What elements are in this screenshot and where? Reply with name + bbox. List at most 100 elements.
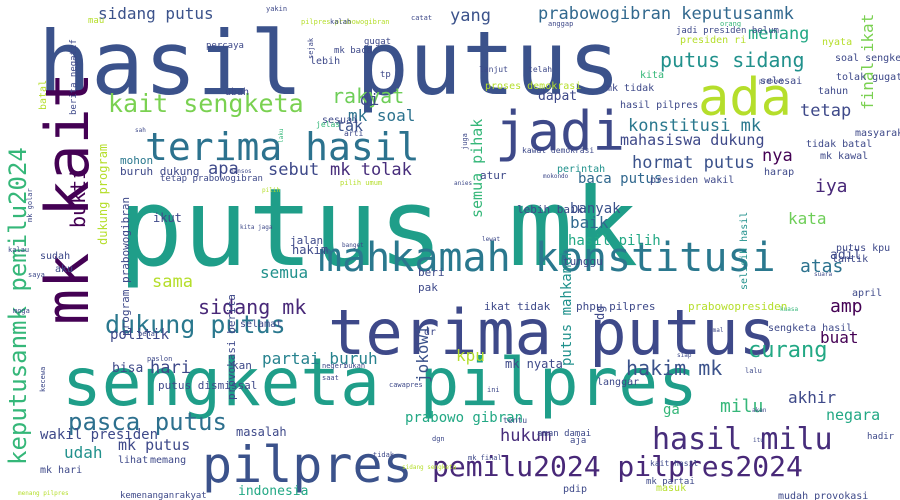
cloud-word: tahun bbox=[818, 86, 849, 97]
cloud-word: pilpres bbox=[202, 436, 413, 494]
cloud-word: politik bbox=[110, 327, 170, 343]
cloud-word: hakim bbox=[292, 243, 329, 257]
cloud-word: program prabowogibran bbox=[119, 196, 132, 336]
cloud-word: kawal demokrasi bbox=[522, 146, 595, 155]
cloud-word: dukung program bbox=[96, 143, 110, 245]
cloud-word: mk baca bbox=[334, 46, 372, 56]
cloud-word: curang bbox=[748, 338, 828, 363]
cloud-word: sama bbox=[152, 272, 193, 292]
cloud-word: presiden ri bbox=[680, 35, 747, 46]
cloud-word: sejak bbox=[307, 37, 315, 59]
cloud-word: tolak gugat bbox=[836, 72, 900, 83]
cloud-word: lantik bbox=[832, 254, 869, 265]
cloud-word: orang bbox=[720, 20, 742, 28]
cloud-word: hasil putus bbox=[38, 12, 621, 115]
cloud-word: pasca putus bbox=[68, 408, 227, 436]
cloud-word: putus mk bbox=[118, 166, 639, 291]
cloud-word: mk final bbox=[468, 454, 502, 462]
cloud-word: kpu bbox=[456, 346, 485, 365]
cloud-word: pilih bbox=[262, 187, 281, 194]
cloud-word: kita jaga bbox=[240, 224, 273, 231]
cloud-word: selamat bbox=[240, 319, 283, 330]
cloud-word: negara bbox=[826, 406, 881, 424]
cloud-word: saya bbox=[28, 271, 45, 279]
cloud-word: atas bbox=[800, 256, 844, 277]
cloud-word: ikat tidak bbox=[484, 300, 551, 313]
cloud-word: telah bbox=[528, 65, 553, 74]
cloud-word: percaya bbox=[206, 41, 244, 51]
cloud-word: batal bbox=[38, 79, 49, 110]
cloud-word: juga bbox=[461, 133, 469, 150]
cloud-word: langgar bbox=[597, 377, 640, 388]
cloud-word: lalu bbox=[745, 367, 762, 375]
cloud-word: dgn bbox=[432, 435, 445, 443]
cloud-word: pak bbox=[418, 281, 438, 294]
cloud-word: hari bbox=[150, 358, 191, 378]
cloud-word: amal bbox=[709, 327, 724, 334]
cloud-word: akhir bbox=[788, 388, 837, 407]
cloud-word: tetap bbox=[800, 101, 852, 121]
cloud-word: putus sidang bbox=[660, 48, 805, 72]
cloud-word: soal sengketa bbox=[835, 53, 900, 64]
cloud-word: kait sengketa bbox=[108, 89, 304, 118]
cloud-word: bukan bbox=[344, 362, 366, 370]
cloud-word: ada bbox=[698, 68, 792, 128]
cloud-word: dg bbox=[593, 305, 607, 320]
cloud-word: rakyat bbox=[332, 84, 405, 108]
cloud-word: sengketa hasil bbox=[768, 323, 853, 334]
cloud-word: mk hari bbox=[40, 465, 83, 476]
cloud-word: cawapres bbox=[389, 381, 423, 389]
cloud-word: prabowo gibran bbox=[405, 410, 524, 426]
cloud-word: negeri bbox=[322, 362, 348, 370]
cloud-word: sidang putus bbox=[98, 4, 214, 23]
cloud-word: udah bbox=[64, 443, 103, 462]
cloud-word: nyata bbox=[822, 37, 853, 48]
cloud-word: pilih umum bbox=[340, 179, 383, 187]
cloud-word: banget bbox=[342, 242, 364, 249]
cloud-word: anies bbox=[454, 180, 473, 187]
cloud-word: phpu pilpres bbox=[576, 300, 656, 313]
cloud-word: kan bbox=[232, 359, 252, 372]
cloud-word: atur bbox=[480, 169, 507, 182]
cloud-word: kuasa bbox=[780, 306, 799, 313]
cloud-word: arti bbox=[344, 129, 364, 138]
cloud-word: mudah provokasi bbox=[778, 491, 869, 500]
cloud-word: masalah bbox=[236, 425, 287, 439]
cloud-word: mk nyata bbox=[505, 357, 563, 371]
cloud-word: nya bbox=[762, 146, 793, 166]
cloud-word: moga bbox=[13, 307, 30, 315]
cloud-word: terima putus bbox=[328, 296, 776, 369]
cloud-word: sudah bbox=[40, 251, 71, 262]
cloud-word: ubah bbox=[225, 87, 250, 98]
cloud-word: kata bbox=[788, 209, 827, 228]
cloud-word: mk golar bbox=[26, 188, 34, 222]
cloud-word: mk tolak bbox=[330, 160, 412, 180]
cloud-word: sesuai bbox=[322, 115, 359, 126]
cloud-word: prabowogibran keputusanmk bbox=[538, 4, 794, 24]
cloud-word: tunggu bbox=[563, 255, 603, 268]
cloud-word: presiden wakil bbox=[650, 175, 735, 186]
cloud-word: masuk bbox=[656, 483, 687, 494]
cloud-word: terima hasil bbox=[145, 125, 420, 169]
cloud-word: lanjut bbox=[479, 65, 508, 74]
cloud-word: amp bbox=[830, 296, 863, 317]
cloud-word: selisih hasil bbox=[739, 211, 750, 290]
cloud-word: buruh dukung bbox=[120, 165, 200, 178]
cloud-word: tentu bbox=[503, 416, 528, 425]
cloud-word: anggap bbox=[548, 20, 574, 28]
cloud-word: akan bbox=[752, 407, 767, 414]
cloud-word: baik bbox=[570, 213, 609, 232]
cloud-word: aku bbox=[55, 264, 74, 275]
cloud-word: selesai bbox=[760, 76, 803, 87]
cloud-word: sah bbox=[135, 127, 146, 134]
cloud-word: mau bbox=[88, 16, 105, 26]
cloud-word: kecewa bbox=[39, 366, 47, 392]
cloud-word: bansos bbox=[230, 168, 252, 175]
cloud-word: mokondo bbox=[543, 173, 569, 180]
cloud-word: ini bbox=[487, 386, 500, 394]
cloud-word: pdip bbox=[563, 484, 588, 495]
cloud-word: lebih baik bbox=[517, 203, 584, 216]
cloud-word: kalah bbox=[330, 18, 352, 26]
cloud-word: apa bbox=[208, 159, 239, 179]
